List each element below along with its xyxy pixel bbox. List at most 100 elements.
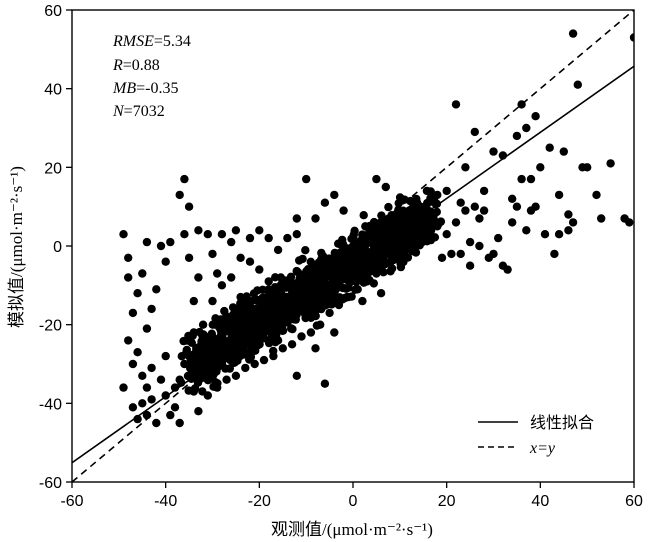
data-point	[522, 226, 531, 235]
data-point	[175, 190, 184, 200]
data-point	[433, 190, 442, 200]
dense-point	[233, 356, 242, 365]
data-point	[213, 383, 222, 392]
data-point	[320, 379, 330, 388]
data-point	[292, 281, 301, 290]
dense-point	[383, 249, 393, 258]
data-point	[236, 292, 245, 302]
data-point	[259, 355, 269, 365]
dense-point	[384, 202, 393, 212]
data-point	[479, 186, 489, 196]
y-tick-label: -60	[39, 475, 62, 492]
dense-point	[330, 294, 340, 303]
fit-line	[72, 65, 634, 464]
data-point	[508, 194, 517, 203]
data-point	[161, 257, 170, 266]
dense-point	[356, 272, 365, 282]
data-point	[302, 174, 311, 184]
dense-point	[203, 376, 213, 385]
data-point	[133, 348, 142, 357]
data-point	[479, 206, 489, 215]
dense-point	[246, 352, 256, 362]
dense-point	[352, 248, 361, 257]
data-point	[227, 237, 236, 247]
identity-line	[72, 10, 634, 482]
data-point	[592, 190, 601, 200]
data-point	[269, 351, 278, 361]
y-tick-label: 20	[44, 160, 62, 177]
dense-point	[402, 242, 412, 252]
data-point	[142, 383, 152, 392]
y-tick-label: 40	[44, 82, 62, 99]
data-point	[241, 363, 250, 373]
data-point	[508, 218, 517, 227]
data-point	[189, 328, 198, 337]
dense-point	[423, 237, 432, 246]
y-axis-label: 模拟值/(μmol·m⁻²·s⁻¹)	[7, 166, 26, 328]
dense-point	[345, 278, 354, 288]
data-point	[245, 233, 255, 243]
data-point	[203, 230, 212, 239]
data-point	[133, 289, 142, 298]
data-point	[489, 249, 498, 259]
y-tick-label: -20	[39, 318, 62, 335]
data-point	[512, 202, 522, 211]
data-point	[264, 296, 273, 306]
dense-point	[277, 280, 286, 289]
dense-point	[228, 303, 238, 312]
data-point	[213, 269, 222, 278]
dense-point	[211, 314, 220, 323]
data-point	[292, 214, 301, 223]
data-point	[175, 375, 184, 384]
data-point	[456, 249, 465, 259]
data-point	[503, 265, 512, 274]
data-point	[386, 257, 395, 266]
data-point	[227, 351, 236, 361]
dense-point	[429, 215, 438, 224]
legend-fit-label: 线性拟合	[530, 413, 594, 432]
data-point	[189, 296, 198, 306]
data-point	[138, 371, 147, 380]
data-point	[489, 147, 498, 156]
data-point	[320, 273, 330, 282]
data-point	[554, 230, 564, 239]
data-point	[208, 367, 217, 377]
data-point	[330, 253, 339, 262]
data-point	[175, 418, 184, 428]
data-point	[297, 332, 306, 341]
data-point	[475, 214, 484, 223]
x-tick-label: 40	[531, 493, 549, 510]
dense-point	[249, 289, 259, 298]
dense-point	[301, 246, 310, 255]
data-point	[255, 265, 264, 274]
y-tick-label: 0	[53, 239, 62, 256]
data-point	[564, 226, 573, 235]
data-point	[292, 371, 301, 380]
data-point	[325, 308, 334, 318]
dense-point	[257, 307, 266, 316]
data-point	[236, 312, 245, 321]
data-point	[273, 289, 283, 298]
data-point	[278, 344, 287, 353]
x-tick-label: 60	[625, 493, 643, 510]
dense-point	[235, 302, 245, 311]
data-point	[494, 233, 503, 243]
svg-text:R=0.88: R=0.88	[112, 57, 160, 74]
dense-point	[186, 364, 195, 373]
stat-n-key: N	[112, 103, 125, 120]
dense-point	[368, 239, 378, 248]
data-point	[170, 383, 180, 392]
dense-point	[211, 337, 220, 346]
dense-point	[225, 364, 234, 373]
data-point	[339, 261, 348, 270]
data-point	[142, 324, 152, 333]
data-point	[475, 241, 484, 251]
data-point	[189, 387, 198, 396]
dense-point	[374, 256, 383, 265]
data-point	[470, 127, 479, 137]
dense-point	[324, 297, 333, 306]
data-point	[583, 163, 592, 172]
data-point	[194, 407, 203, 416]
dense-point-cloud	[177, 186, 446, 396]
data-point	[405, 206, 414, 215]
